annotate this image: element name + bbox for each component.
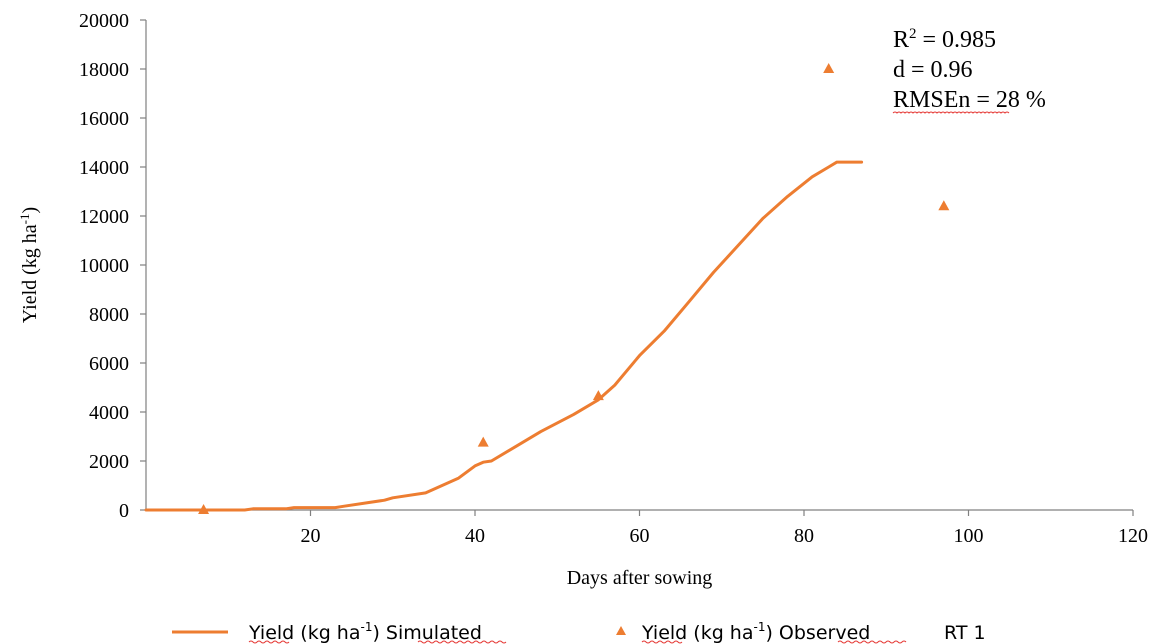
y-tick-label: 4000 — [89, 402, 129, 424]
y-axis-title-exponent: -1 — [17, 213, 32, 224]
observed-series-points — [198, 63, 950, 514]
legend-simulated-label: Yield (kg ha-1) Simulated — [248, 620, 482, 644]
observed-point — [592, 390, 604, 401]
y-axis-title: Yield (kg ha-1) — [17, 207, 41, 323]
legend-suffix: RT 1 — [944, 622, 986, 644]
x-axis-title: Days after sowing — [567, 567, 713, 589]
y-axis-title-main: Yield (kg ha — [19, 224, 41, 323]
legend-observed-squiggle-2 — [837, 640, 907, 644]
y-tick-label: 10000 — [79, 255, 129, 277]
x-tick-label: 100 — [954, 525, 984, 547]
legend-observed-marker — [616, 626, 626, 635]
x-tick-label: 20 — [301, 525, 321, 547]
y-tick-label: 18000 — [79, 59, 129, 81]
rmsen-annotation: RMSEn = 28 % — [893, 87, 1046, 113]
d-annotation: d = 0.96 — [893, 57, 973, 83]
x-tick-label: 60 — [630, 525, 650, 547]
y-tick-label: 8000 — [89, 304, 129, 326]
x-tick-label: 40 — [465, 525, 485, 547]
y-tick-label: 14000 — [79, 157, 129, 179]
y-tick-label: 20000 — [79, 10, 129, 32]
legend-observed-squiggle — [641, 640, 683, 644]
y-tick-label: 6000 — [89, 353, 129, 375]
legend-observed-label: Yield (kg ha-1) Observed — [641, 620, 870, 644]
legend-simulated-squiggle-2 — [417, 640, 507, 644]
y-tick-label: 12000 — [79, 206, 129, 228]
x-tick-label: 120 — [1118, 525, 1148, 547]
legend: Yield (kg ha-1) Simulated Yield (kg ha-1… — [172, 620, 986, 644]
y-axis-title-close: ) — [19, 207, 41, 214]
observed-point — [938, 200, 950, 211]
statistics-annotation: R2 = 0.985 d = 0.96 RMSEn = 28 % — [892, 26, 1046, 114]
legend-simulated-squiggle — [248, 640, 290, 644]
x-ticks: 20 40 60 80 100 120 — [301, 510, 1148, 547]
x-tick-label: 80 — [794, 525, 814, 547]
y-ticks: 0 2000 4000 6000 8000 10000 12000 14000 16000 180… — [79, 10, 146, 522]
y-tick-label: 0 — [119, 500, 129, 522]
observed-point — [198, 504, 210, 514]
r-squared-annotation: R2 = 0.985 — [893, 26, 996, 53]
simulated-series-line — [144, 160, 864, 512]
rmsen-spellcheck-underline — [892, 111, 1010, 114]
y-tick-label: 2000 — [89, 451, 129, 473]
y-tick-label: 16000 — [79, 108, 129, 130]
observed-point — [477, 436, 489, 447]
observed-point — [823, 63, 835, 73]
